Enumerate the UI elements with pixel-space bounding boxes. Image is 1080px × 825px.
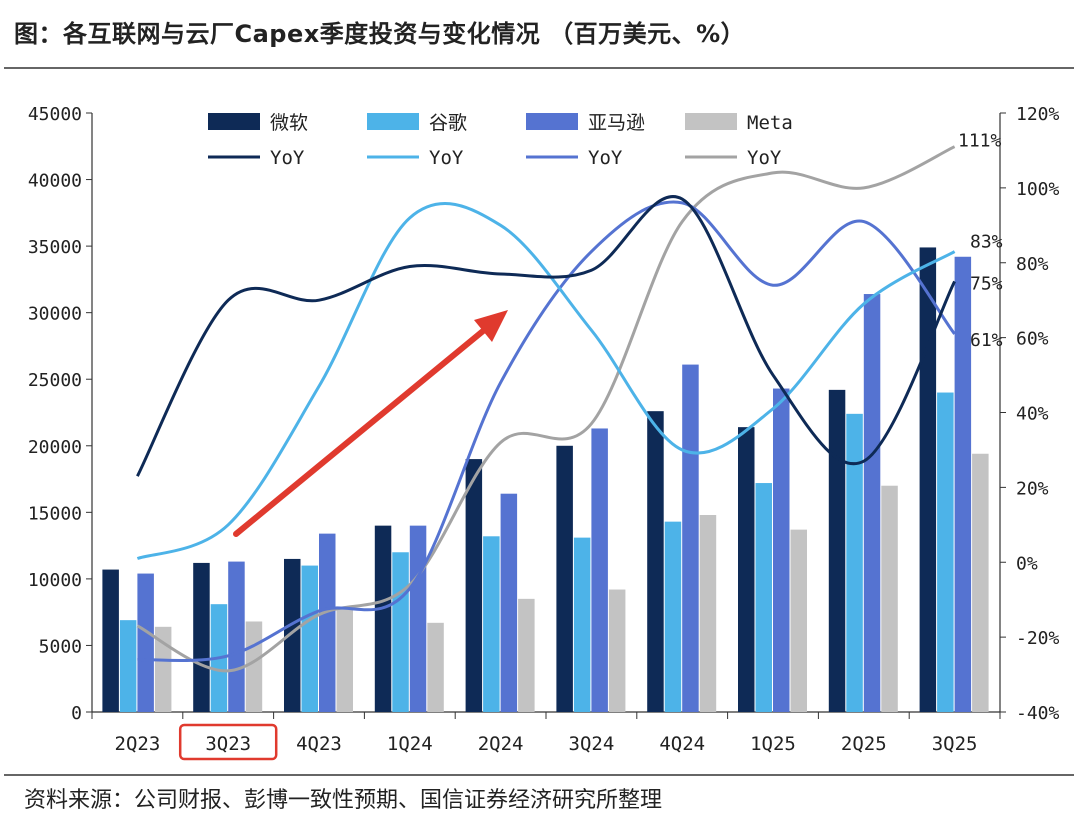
- left-tick-label: 25000: [28, 370, 82, 391]
- legend-swatch-0: [208, 113, 260, 130]
- bar-0-8: [828, 389, 846, 712]
- right-tick-label: -40%: [1016, 703, 1060, 724]
- right-tick-label: 20%: [1016, 478, 1049, 499]
- bar-3-1: [245, 621, 263, 712]
- legend-yoy-label-1: YoY: [429, 147, 464, 169]
- title-rule: [4, 67, 1074, 69]
- left-tick-label: 20000: [28, 437, 82, 458]
- x-tick-label: 1Q25: [750, 733, 796, 755]
- left-tick-label: 5000: [39, 636, 82, 657]
- end-label-2: 61%: [970, 330, 1003, 351]
- legend-label-1: 谷歌: [429, 112, 467, 134]
- chart-title: 图：各互联网与云厂Capex季度投资与变化情况 （百万美元、%）: [14, 20, 746, 48]
- bar-0-9: [919, 247, 937, 713]
- right-tick-label: 40%: [1016, 404, 1049, 425]
- right-tick-label: 80%: [1016, 254, 1049, 275]
- bar-2-4: [500, 493, 518, 712]
- x-tick-label: 3Q24: [569, 733, 615, 755]
- bar-2-2: [319, 533, 336, 712]
- x-tick-label: 2Q25: [841, 733, 887, 755]
- bar-3-5: [608, 589, 626, 712]
- trend-arrow-shaft: [233, 319, 497, 537]
- legend-label-3: Meta: [747, 112, 793, 134]
- end-label-1: 83%: [970, 232, 1003, 253]
- x-tick-label: 3Q25: [932, 733, 978, 755]
- bar-3-3: [427, 622, 444, 712]
- source-note: 资料来源：公司财报、彭博一致性预期、国信证券经济研究所整理: [24, 788, 663, 813]
- legend-label-2: 亚马逊: [588, 112, 645, 134]
- bar-0-4: [465, 459, 483, 712]
- bar-0-0: [102, 569, 119, 712]
- right-tick-label: 0%: [1016, 553, 1038, 574]
- bar-0-2: [284, 558, 301, 712]
- bar-3-7: [790, 529, 807, 712]
- legend-swatch-2: [526, 113, 578, 130]
- right-tick-label: 100%: [1016, 179, 1060, 200]
- left-tick-label: 45000: [28, 104, 82, 125]
- left-tick-label: 40000: [28, 171, 82, 192]
- bar-2-5: [591, 428, 608, 712]
- bar-3-9: [972, 453, 989, 712]
- bar-1-3: [392, 552, 409, 712]
- bar-3-2: [336, 609, 353, 712]
- x-tick-label: 4Q23: [296, 733, 342, 755]
- yoy-line-1: [136, 201, 956, 560]
- legend-label-0: 微软: [270, 112, 308, 134]
- x-tick-label: 2Q24: [478, 733, 524, 755]
- left-tick-label: 15000: [28, 503, 82, 524]
- legend-swatch-3: [685, 113, 737, 130]
- left-tick-label: 35000: [28, 237, 82, 258]
- right-tick-label: -20%: [1016, 628, 1060, 649]
- legend-yoy-label-3: YoY: [747, 147, 782, 169]
- bar-3-0: [154, 626, 172, 712]
- yoy-line-0: [136, 195, 956, 477]
- bar-1-5: [573, 537, 591, 712]
- bar-3-8: [881, 485, 898, 712]
- bar-2-7: [773, 388, 790, 712]
- end-label-3: 111%: [958, 131, 1002, 152]
- bar-1-9: [937, 392, 954, 712]
- bar-1-0: [119, 620, 137, 712]
- bar-1-6: [664, 521, 682, 712]
- bar-2-6: [682, 364, 699, 712]
- bar-2-3: [409, 525, 427, 712]
- yoy-line-2: [137, 200, 956, 663]
- highlight-box: [178, 723, 278, 761]
- bar-2-9: [954, 256, 972, 712]
- legend-yoy-label-0: YoY: [270, 147, 305, 169]
- x-tick-label: 1Q24: [387, 733, 433, 755]
- end-label-0: 75%: [970, 273, 1003, 294]
- bar-0-7: [738, 427, 755, 712]
- source-rule: [4, 774, 1074, 776]
- left-tick-label: 30000: [28, 304, 82, 325]
- right-tick-label: 120%: [1016, 104, 1060, 125]
- bar-3-4: [518, 598, 535, 712]
- bar-2-8: [863, 294, 881, 712]
- yoy-line-3: [136, 145, 956, 673]
- x-tick-label: 3Q23: [205, 733, 251, 755]
- bar-2-0: [137, 573, 154, 712]
- bar-0-5: [556, 445, 573, 712]
- left-tick-label: 10000: [28, 570, 82, 591]
- right-tick-label: 60%: [1016, 329, 1049, 350]
- bar-2-1: [228, 561, 245, 712]
- trend-arrow-head: [474, 310, 508, 342]
- bar-1-7: [755, 483, 772, 712]
- legend-yoy-label-2: YoY: [588, 147, 623, 169]
- legend-swatch-1: [367, 113, 419, 130]
- bar-3-6: [699, 514, 717, 712]
- x-tick-label: 4Q24: [659, 733, 705, 755]
- bar-1-2: [301, 565, 318, 712]
- chart: 0 5000 10000 15000 20000 25000 30000 35000 40000…: [28, 104, 1060, 761]
- bar-1-8: [846, 413, 863, 712]
- bar-0-3: [374, 525, 392, 712]
- bar-0-6: [647, 411, 664, 712]
- x-tick-label: 2Q23: [115, 733, 161, 755]
- left-tick-label: 0: [71, 703, 82, 724]
- bar-0-1: [193, 562, 210, 712]
- bar-1-4: [483, 536, 500, 712]
